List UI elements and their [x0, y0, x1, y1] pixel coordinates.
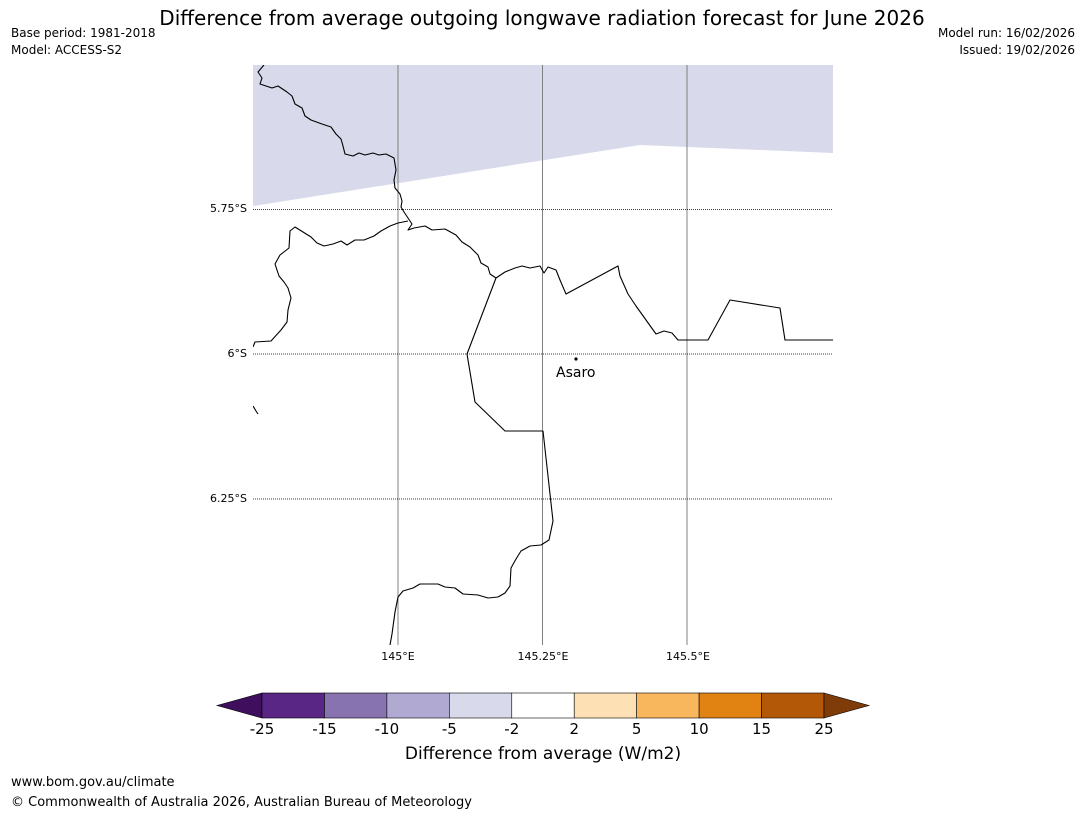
- lat-label-6s: 6°S: [227, 347, 247, 360]
- colorbar-tick-label: -25: [249, 720, 275, 738]
- province-boundary-north: [257, 65, 497, 279]
- colorbar-tick-label: -10: [374, 720, 400, 738]
- colorbar-tick-label: 25: [814, 720, 834, 738]
- province-boundary-south: [389, 277, 554, 645]
- map-title: Difference from average outgoing longwav…: [159, 6, 925, 30]
- lon-label-145-25e: 145.25°E: [517, 650, 569, 663]
- lon-label-145-5e: 145.5°E: [666, 650, 710, 663]
- colorbar-extend-high: [823, 692, 871, 719]
- colorbar-label: Difference from average (W/m2): [404, 744, 682, 764]
- colorbar-tick-label: 2: [569, 720, 579, 738]
- colorbar-tick-label: -5: [441, 720, 457, 738]
- copyright-text: © Commonwealth of Australia 2026, Austra…: [11, 795, 472, 810]
- colorbar-box: [386, 692, 450, 719]
- asaro-marker: [574, 357, 578, 361]
- colorbar-tick-label: -2: [504, 720, 520, 738]
- colorbar-box: [761, 692, 825, 719]
- base-period-text: Base period: 1981-2018: [11, 26, 156, 40]
- lat-label-6-25s: 6.25°S: [210, 492, 247, 505]
- coast-fragment: [253, 405, 259, 415]
- model-run-text: Model run: 16/02/2026: [937, 26, 1075, 40]
- website-text: www.bom.gov.au/climate: [11, 775, 175, 790]
- lon-label-145e: 145°E: [381, 650, 415, 663]
- colorbar-tick-label: 5: [631, 720, 642, 738]
- province-boundary-west: [253, 220, 409, 348]
- lat-label-5-75s: 5.75°S: [210, 202, 247, 215]
- colorbar-tick-label: 10: [689, 720, 709, 738]
- colorbar-box: [636, 692, 700, 719]
- colorbar-box: [261, 692, 325, 719]
- colorbar-box: [449, 692, 513, 719]
- colorbar-tick-label: 15: [752, 720, 772, 738]
- colorbar-extend-low: [215, 692, 263, 719]
- province-boundary-east: [495, 265, 833, 341]
- issued-text: Issued: 19/02/2026: [959, 43, 1075, 57]
- colorbar-box: [573, 692, 637, 719]
- colorbar-box: [698, 692, 762, 719]
- model-text: Model: ACCESS-S2: [11, 43, 123, 57]
- colorbar-box: [324, 692, 388, 719]
- colorbar-box: [511, 692, 575, 719]
- place-label-asaro: Asaro: [556, 365, 596, 381]
- colorbar-tick-label: -15: [312, 720, 337, 738]
